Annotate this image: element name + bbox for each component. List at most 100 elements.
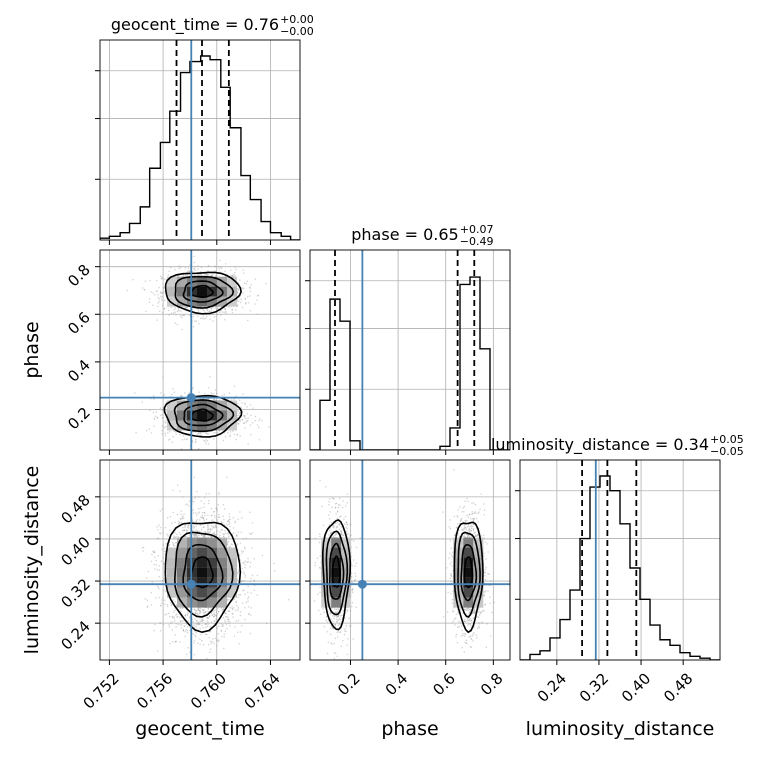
scatter-point [179, 490, 181, 492]
scatter-point [220, 314, 222, 316]
scatter-point [231, 612, 233, 615]
scatter-point [228, 516, 231, 518]
scatter-point [210, 536, 213, 538]
scatter-point [164, 299, 166, 301]
scatter-point [201, 317, 204, 320]
scatter-point [227, 618, 230, 621]
density-cell [227, 286, 238, 297]
scatter-point [242, 422, 245, 424]
scatter-point [174, 322, 176, 324]
scatter-point [223, 647, 225, 650]
scatter-point [198, 623, 201, 625]
scatter-point [164, 603, 166, 605]
scatter-point [237, 423, 240, 425]
scatter-point [220, 629, 223, 632]
scatter-point [172, 544, 175, 546]
scatter-point [210, 612, 212, 614]
scatter-point [193, 268, 195, 270]
scatter-point [195, 533, 197, 535]
scatter-point [216, 612, 218, 615]
scatter-point [171, 542, 174, 544]
scatter-point [244, 415, 246, 417]
scatter-point [142, 546, 145, 549]
scatter-point [184, 527, 186, 529]
scatter-point [224, 616, 227, 618]
scatter-point [192, 316, 195, 318]
scatter-point [213, 613, 215, 615]
scatter-point [242, 269, 244, 271]
scatter-point [192, 624, 195, 626]
scatter-point [199, 627, 201, 630]
scatter-point [154, 551, 156, 554]
density-cell [167, 276, 178, 287]
scatter-point [203, 612, 205, 615]
scatter-point [174, 634, 176, 636]
scatter-point [215, 508, 218, 510]
scatter-point [150, 592, 152, 594]
scatter-point [218, 625, 220, 627]
scatter-point [204, 611, 207, 613]
scatter-point [257, 294, 259, 296]
scatter-point [256, 594, 258, 596]
scatter-point [243, 272, 245, 274]
scatter-point [174, 311, 176, 313]
scatter-point [197, 623, 200, 626]
scatter-point [126, 289, 128, 292]
scatter-point [232, 275, 234, 277]
scatter-point [183, 513, 185, 515]
scatter-point [178, 523, 180, 525]
scatter-point [220, 521, 222, 523]
scatter-point [229, 435, 231, 438]
density-cell [167, 286, 178, 297]
scatter-point [239, 419, 241, 422]
scatter-point [236, 534, 238, 536]
density-cell [227, 420, 238, 431]
panel-phase-vs-geocent_time: 0.20.40.60.8 [64, 249, 301, 455]
scatter-point [161, 433, 164, 435]
scatter-point [162, 557, 164, 559]
scatter-point [163, 578, 165, 580]
scatter-point [163, 287, 165, 289]
scatter-point [143, 289, 146, 291]
scatter-point [221, 611, 224, 613]
scatter-point [237, 299, 239, 301]
scatter-point [213, 611, 215, 613]
scatter-point [211, 520, 213, 522]
scatter-point [183, 620, 185, 622]
scatter-point [197, 642, 199, 644]
scatter-point [218, 308, 220, 310]
scatter-point [152, 292, 154, 294]
scatter-point [203, 398, 205, 400]
y-tick-label: 0.8 [64, 261, 94, 291]
scatter-point [193, 534, 196, 536]
scatter-point [228, 622, 230, 625]
scatter-point [179, 521, 181, 524]
scatter-point [216, 432, 218, 434]
scatter-point [211, 614, 213, 616]
scatter-point [157, 305, 159, 308]
scatter-point [238, 594, 240, 596]
scatter-point [207, 274, 210, 276]
scatter-point [254, 584, 256, 587]
scatter-point [146, 430, 148, 432]
scatter-point [196, 620, 198, 622]
scatter-point [196, 613, 199, 616]
scatter-point [198, 609, 201, 611]
scatter-point [197, 310, 200, 312]
scatter-point [246, 280, 248, 283]
scatter-point [234, 522, 236, 524]
scatter-point [197, 512, 199, 514]
scatter-point [224, 630, 226, 632]
scatter-point [197, 530, 199, 532]
scatter-point [194, 320, 196, 322]
density-cell [167, 400, 178, 411]
scatter-point [201, 639, 203, 642]
scatter-point [152, 304, 154, 306]
scatter-point [174, 430, 176, 432]
scatter-point [186, 614, 189, 617]
scatter-point [198, 535, 200, 537]
scatter-point [153, 556, 156, 558]
scatter-point [238, 555, 241, 557]
scatter-point [149, 298, 151, 300]
scatter-point [258, 439, 261, 441]
